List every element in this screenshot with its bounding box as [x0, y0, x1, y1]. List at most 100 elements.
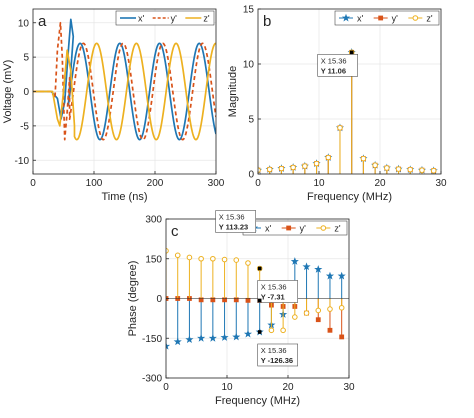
- legend-marker: [320, 225, 327, 231]
- x-tick-label: 10: [221, 382, 233, 393]
- data-layer: [166, 248, 346, 350]
- y-tick-label: 0: [248, 170, 254, 181]
- x-tick-label: 20: [282, 382, 294, 393]
- x-tick-label: 100: [86, 178, 103, 189]
- y-axis-label: Magnitude: [227, 66, 239, 117]
- stem-marker: [278, 165, 285, 172]
- plot-area: [258, 9, 441, 174]
- legend-entry: z': [334, 224, 341, 234]
- legend-marker: [412, 15, 419, 21]
- y-tick-label: 0: [23, 87, 29, 98]
- stem-marker: [210, 297, 216, 303]
- stem-marker: [313, 160, 320, 167]
- stem-marker: [208, 333, 217, 342]
- stem-marker: [290, 164, 296, 171]
- stem-marker: [232, 332, 241, 341]
- stem-marker: [173, 337, 182, 346]
- stem-marker: [245, 260, 251, 266]
- legend: x' y' z': [242, 220, 348, 236]
- stem-marker: [245, 297, 251, 303]
- y-tick-label: -5: [20, 121, 29, 132]
- stem-marker: [395, 166, 402, 172]
- stem-marker: [186, 254, 193, 261]
- stem-marker: [174, 252, 181, 259]
- x-axis-label: Frequency (MHz): [307, 191, 392, 203]
- stem-marker: [290, 257, 299, 265]
- x-tick-label: 30: [435, 178, 447, 189]
- chart-panel-b: 0 10 20 30 0 5 10 15 Frequency (MHz) Magnitude b x'…: [227, 5, 447, 204]
- datatip-x: X 15.36: [261, 282, 287, 291]
- datatip-anchor: [257, 298, 262, 303]
- x-tick-label: 200: [147, 178, 164, 189]
- datatip-x: X 15.36: [219, 212, 245, 221]
- legend-entry: z': [203, 14, 210, 24]
- stem-marker: [302, 262, 311, 271]
- x-tick-label: 0: [30, 178, 36, 189]
- datatip-anchor: [257, 330, 262, 334]
- stem-marker: [372, 162, 378, 168]
- datatip-x: X 15.36: [321, 56, 347, 65]
- datatip-x: X 15.36: [261, 346, 287, 355]
- axes-box: [257, 8, 442, 175]
- stem-marker: [339, 334, 345, 340]
- datatip-box: [257, 343, 298, 367]
- stem-marker: [407, 166, 414, 173]
- legend-entry: y': [300, 224, 307, 234]
- stem-marker: [221, 256, 228, 263]
- panel-label: b: [263, 13, 271, 30]
- stem-marker: [430, 167, 437, 174]
- legend-entry: z': [426, 14, 433, 24]
- series-line-y: [33, 21, 216, 141]
- y-tick-label: 10: [18, 18, 30, 29]
- x-tick-label: 300: [208, 178, 225, 189]
- x-axis-label: Time (ns): [101, 191, 147, 203]
- legend-marker: [341, 13, 351, 22]
- y-tick-label: 0: [156, 294, 162, 305]
- stem-marker: [233, 297, 239, 303]
- y-tick-label: 15: [243, 5, 255, 16]
- legend-entry: y': [392, 14, 399, 24]
- stem-marker: [325, 271, 335, 280]
- y-tick-label: 300: [145, 215, 162, 226]
- stem-marker: [243, 329, 253, 338]
- datatip-y: Y -7.31: [261, 292, 285, 301]
- datatip: X 15.36Y -126.36: [257, 330, 298, 367]
- legend-entry: x': [357, 14, 364, 24]
- stem-marker: [198, 297, 204, 303]
- x-tick-label: 30: [343, 382, 355, 393]
- stem-marker: [303, 310, 310, 316]
- stem-marker: [337, 271, 346, 280]
- y-tick-label: 5: [23, 53, 29, 64]
- stem-marker: [280, 327, 286, 334]
- panel-label: a: [38, 13, 47, 30]
- stem-marker: [198, 255, 204, 262]
- stem-marker: [166, 341, 171, 350]
- y-tick-label: 150: [145, 254, 162, 265]
- x-tick-label: 10: [313, 178, 325, 189]
- data-layer: [33, 18, 216, 141]
- stem-marker: [325, 154, 332, 161]
- y-tick-label: -300: [142, 374, 162, 385]
- x-tick-label: 20: [374, 178, 386, 189]
- stem-marker: [315, 317, 321, 323]
- series-z: [258, 49, 437, 174]
- legend-entry: y': [171, 14, 178, 24]
- legend-marker: [378, 15, 384, 21]
- x-axis-label: Frequency (MHz): [215, 395, 300, 407]
- stem-marker: [268, 327, 275, 334]
- chart-panel-a: 0 100 200 300 -10 -5 0 5 10 Time (ns) Voltage (mV)…: [2, 8, 225, 203]
- datatip-box: [257, 280, 298, 303]
- stem-marker: [258, 167, 261, 173]
- series-z: [166, 248, 345, 334]
- panel-label: c: [171, 223, 179, 240]
- stem-marker: [384, 165, 390, 171]
- series-line-z: [33, 42, 216, 141]
- datatip-y: Y -126.36: [261, 356, 293, 365]
- stem-marker: [166, 248, 169, 254]
- y-axis-label: Voltage (mV): [2, 60, 14, 124]
- stem-marker: [337, 125, 343, 131]
- stem-marker: [222, 297, 227, 303]
- datatip: X 15.36Y 11.06: [317, 50, 358, 77]
- chart-panel-c: 0 10 20 30 -300 -150 0 150 300 Frequency (MHz) Pha…: [127, 210, 355, 407]
